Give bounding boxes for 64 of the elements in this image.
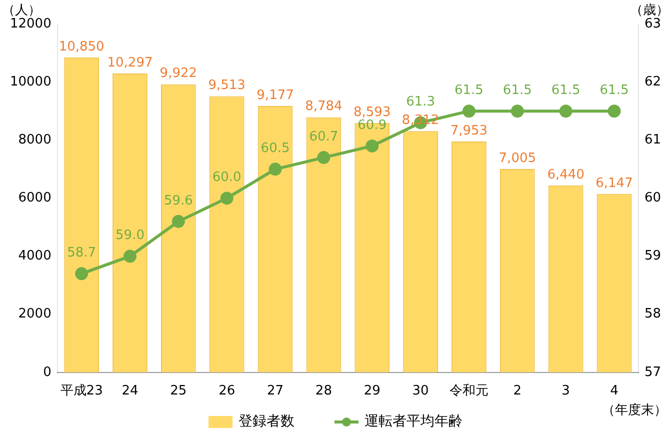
x-tick-label: 30 (412, 384, 429, 399)
point (123, 250, 136, 263)
x-tick-label: 26 (218, 384, 236, 399)
x-tick-label: 3 (562, 384, 570, 399)
data-label: 8,593 (354, 104, 391, 120)
x-tick-label: 平成23 (60, 384, 103, 399)
y2-tick-label: 63 (644, 16, 662, 32)
data-label: 6,147 (596, 176, 633, 191)
data-label: 59.0 (116, 228, 144, 244)
data-label: 6,440 (547, 167, 584, 182)
x-tick-label: 2 (513, 384, 522, 399)
data-label: 7,005 (498, 150, 536, 166)
x-tick-label: 29 (364, 384, 380, 399)
point (510, 104, 524, 118)
data-label: 9,922 (160, 66, 198, 82)
point (608, 104, 621, 118)
x-tick-label: 27 (266, 384, 284, 399)
legend-label: 登録者数 (238, 414, 294, 430)
y-tick-label: 12000 (10, 16, 52, 32)
y2-axis-title: （歳） (630, 2, 669, 18)
x-tick-label: 4 (610, 384, 618, 399)
x-tick-label: 24 (122, 384, 138, 399)
data-label: 7,953 (450, 123, 488, 138)
data-label: 10,297 (107, 55, 153, 70)
y-tick-label: 4000 (18, 248, 52, 264)
x-axis-title: （年度末） (602, 402, 667, 418)
y2-tick-label: 59 (644, 248, 662, 264)
x-tick-label: 令和元 (449, 384, 488, 399)
y-tick-label: 6000 (18, 190, 52, 206)
data-label: 61.5 (600, 82, 629, 98)
y-tick-label: 10000 (10, 74, 52, 90)
data-label: 10,850 (58, 39, 104, 54)
data-label: 9,177 (256, 88, 294, 103)
legend-label: 運転者平均年齢 (364, 414, 462, 430)
data-label: 61.5 (454, 82, 484, 98)
y-axis-title: （人） (2, 2, 41, 18)
point (268, 162, 282, 176)
data-label: 60.0 (212, 170, 242, 186)
point (559, 104, 572, 118)
data-label: 60.5 (260, 141, 290, 156)
data-label: 60.7 (309, 129, 338, 144)
data-label: 61.3 (406, 94, 436, 110)
point (75, 267, 88, 280)
x-tick-label: 25 (170, 384, 187, 399)
data-label: 9,513 (208, 78, 246, 94)
y2-tick-label: 60 (644, 190, 662, 206)
y2-tick-label: 58 (644, 306, 662, 322)
y2-tick-label: 61 (644, 132, 662, 148)
point (462, 104, 476, 118)
point (317, 151, 330, 164)
y-tick-label: 8000 (18, 132, 52, 148)
point (220, 192, 234, 205)
data-label: 58.7 (67, 246, 96, 261)
y2-tick-label: 62 (644, 74, 662, 90)
point (366, 139, 379, 152)
x-tick-label: 28 (315, 384, 332, 399)
data-label: 59.6 (164, 193, 193, 208)
y-tick-label: 0 (43, 364, 52, 380)
y-tick-label: 2000 (18, 306, 52, 322)
point (172, 214, 185, 228)
y2-tick-label: 57 (644, 364, 662, 380)
data-label: 61.5 (502, 82, 532, 98)
data-label: 61.5 (551, 82, 580, 98)
data-label: 8,784 (305, 99, 342, 114)
